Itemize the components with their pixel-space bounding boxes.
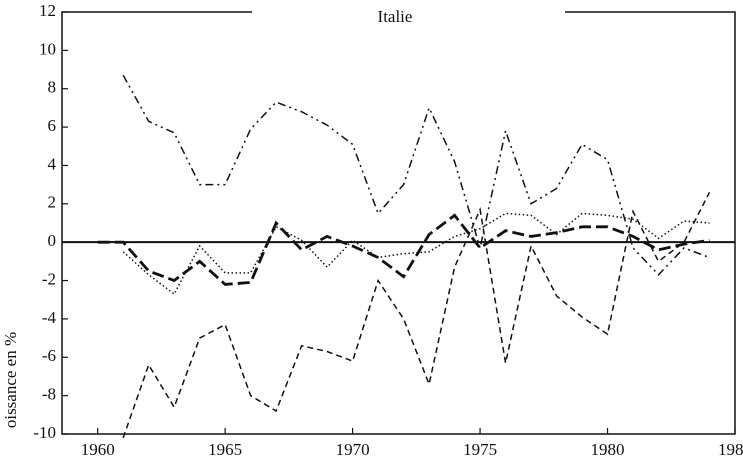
- y-tick-label: -8: [42, 385, 56, 404]
- y-tick-label: 12: [39, 1, 56, 20]
- x-tick-label: 1970: [336, 440, 370, 459]
- y-tick-label: -6: [42, 346, 56, 365]
- y-tick-label: -10: [33, 423, 56, 442]
- plot-frame: [61, 11, 736, 435]
- title-backdrop: [252, 9, 565, 15]
- x-tick-label: 1980: [591, 440, 625, 459]
- series-line: [122, 74, 710, 276]
- y-axis-label: oissance en %: [1, 332, 20, 428]
- y-tick-label: 2: [48, 193, 57, 212]
- y-tick-label: 8: [48, 78, 57, 97]
- y-tick-label: 4: [48, 154, 57, 173]
- y-tick-label: 10: [39, 39, 56, 58]
- x-tick-label: 1975: [463, 440, 497, 459]
- x-tick-label: 1985: [718, 440, 743, 459]
- chart-title: Italie: [378, 7, 413, 26]
- y-tick-label: -2: [42, 269, 56, 288]
- x-tick-label: 1965: [208, 440, 242, 459]
- y-tick-label: 6: [48, 116, 57, 135]
- series-line: [122, 191, 711, 439]
- y-tick-label: -4: [42, 308, 57, 327]
- series-line: [97, 213, 710, 286]
- x-tick-label: 1960: [81, 440, 115, 459]
- y-tick-label: 0: [48, 231, 57, 250]
